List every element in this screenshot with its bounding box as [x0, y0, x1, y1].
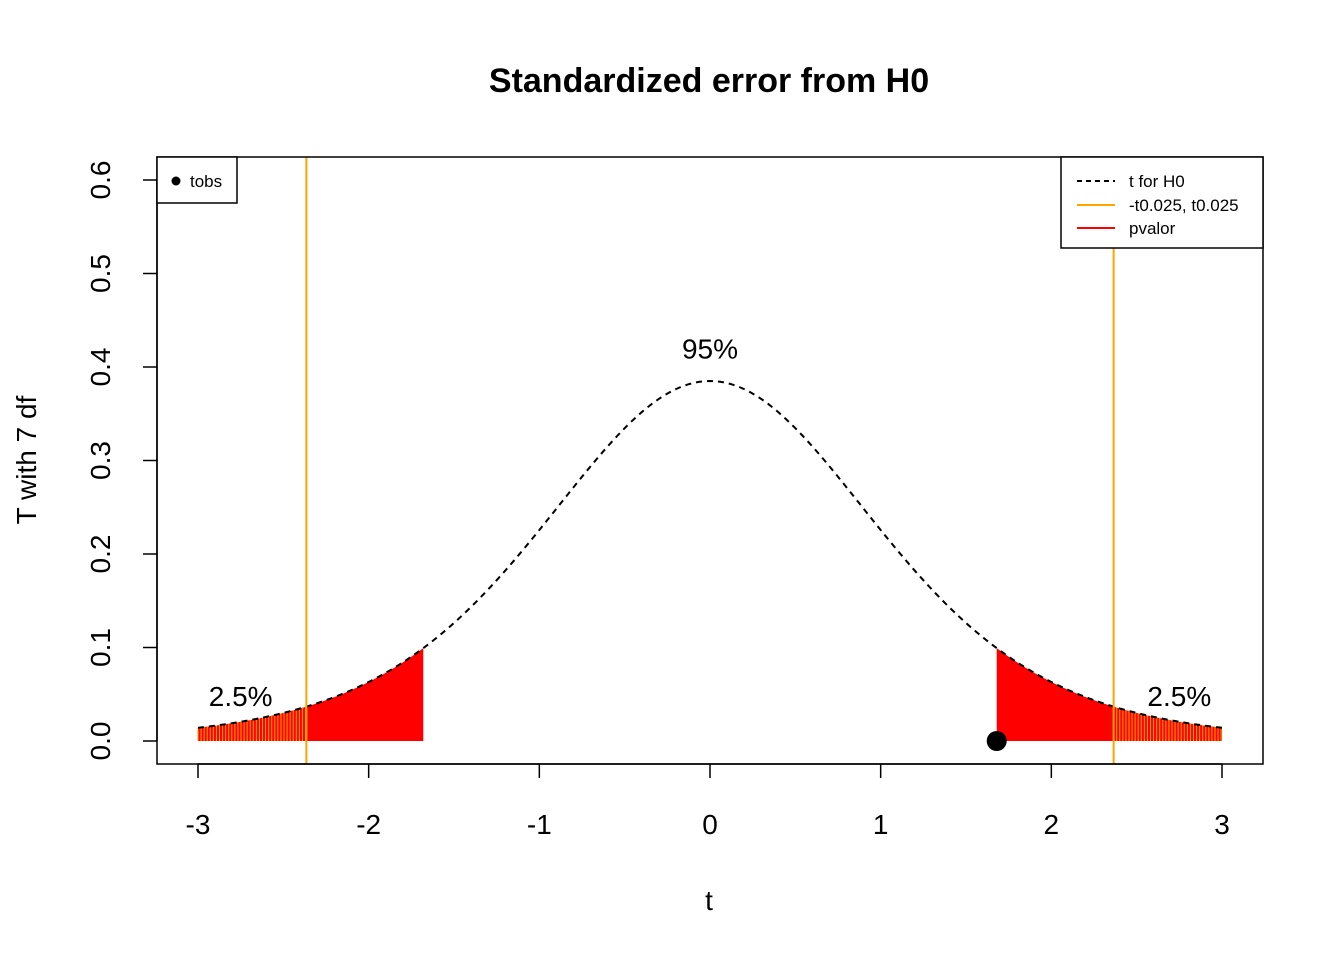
y-axis: 0.0 0.1 0.2 0.3 0.4 0.5 0.6	[85, 161, 158, 761]
x-tick-label: 2	[1044, 809, 1060, 840]
legend-pvalor-label: pvalor	[1129, 219, 1176, 238]
y-tick-label: 0.5	[85, 254, 116, 293]
critical-region-hatch	[197, 706, 1222, 741]
x-tick-label: -2	[356, 809, 381, 840]
x-axis: -3 -2 -1 0 1 2 3	[186, 763, 1230, 840]
y-tick-label: 0.0	[85, 722, 116, 761]
legend-lines: t for H0 -t0.025, t0.025 pvalor	[1060, 156, 1264, 249]
hatch-group-right	[1113, 706, 1222, 741]
annotation-left-tail: 2.5%	[209, 681, 273, 712]
x-tick-label: 3	[1214, 809, 1230, 840]
annotation-center: 95%	[682, 333, 738, 364]
annotation-right-tail: 2.5%	[1147, 681, 1211, 712]
pvalue-region-left	[198, 648, 424, 741]
x-tick-label: 0	[702, 809, 718, 840]
y-tick-label: 0.2	[85, 535, 116, 574]
chart-title: Standardized error from H0	[489, 62, 929, 100]
y-tick-label: 0.3	[85, 441, 116, 480]
legend-tobs-box	[156, 156, 238, 204]
y-tick-label: 0.4	[85, 348, 116, 387]
legend-tobs-marker	[171, 176, 181, 186]
x-axis-label: t	[705, 885, 713, 916]
legend-tobs: tobs	[156, 156, 238, 204]
hatch-group-left	[197, 706, 307, 741]
y-tick-label: 0.6	[85, 161, 116, 200]
region-fills	[198, 648, 1222, 741]
legend-lines-box	[1060, 156, 1264, 249]
y-tick-label: 0.1	[85, 628, 116, 667]
annotations: 95% 2.5% 2.5%	[209, 333, 1211, 712]
tobs-point	[986, 731, 1007, 751]
critical-value-lines	[305, 157, 1115, 764]
pvalue-region-right	[996, 648, 1222, 741]
y-axis-label: T with 7 df	[11, 395, 42, 524]
legend-tobs-label: tobs	[190, 172, 222, 191]
t-density-curve	[197, 380, 1223, 729]
legend-critical-label: -t0.025, t0.025	[1129, 196, 1239, 215]
x-tick-label: -1	[527, 809, 552, 840]
legend-t-for-h0-label: t for H0	[1129, 172, 1185, 191]
x-tick-label: -3	[186, 809, 211, 840]
x-tick-label: 1	[873, 809, 889, 840]
